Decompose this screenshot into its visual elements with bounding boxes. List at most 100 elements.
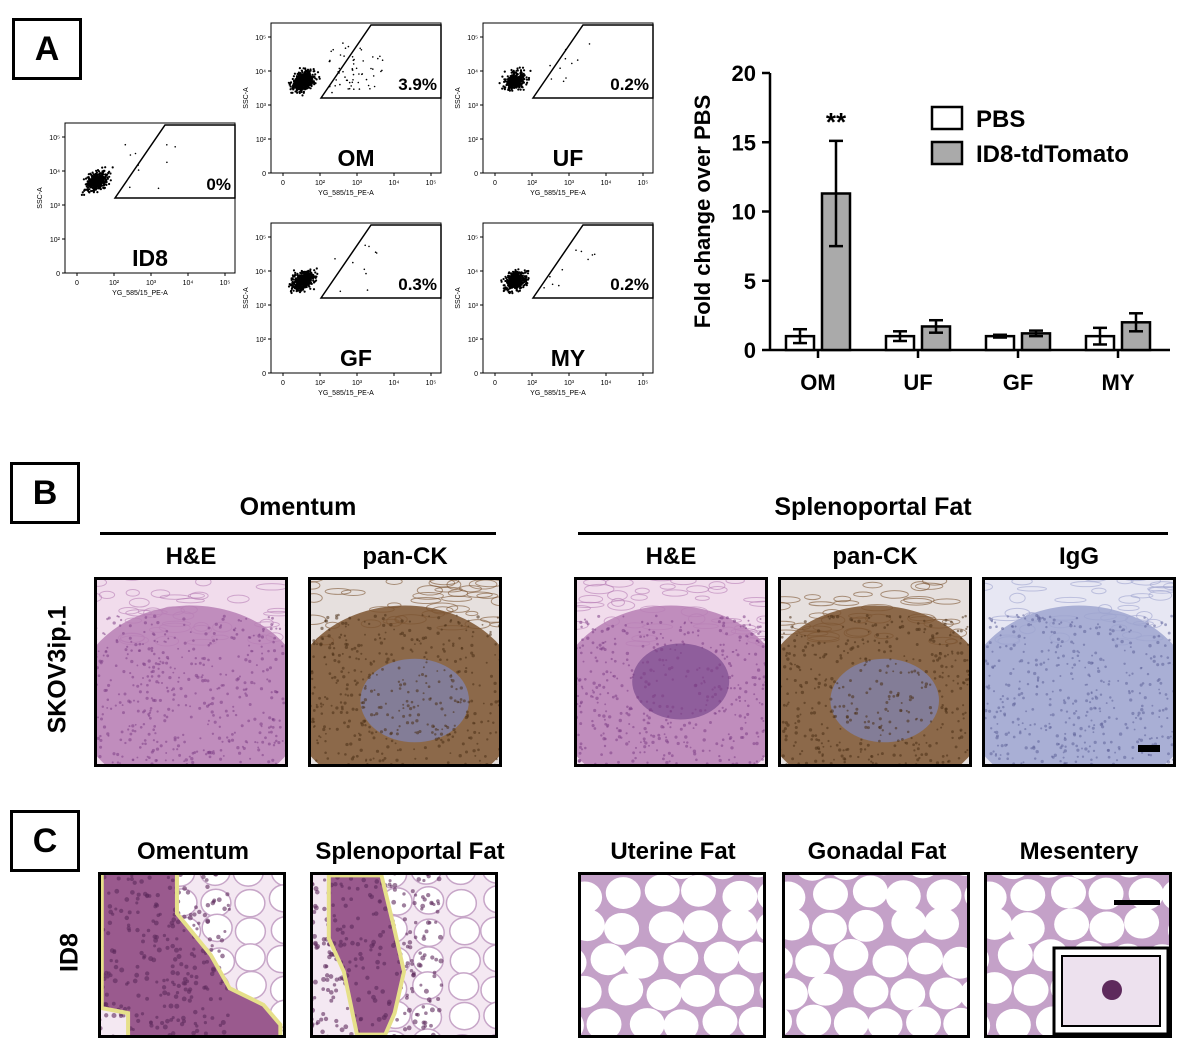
- sample-label: ID8: [132, 245, 168, 271]
- error-bar: [993, 333, 1007, 339]
- histology-image-b-0: [94, 577, 288, 767]
- y-tick-label: 10⁴: [255, 69, 266, 76]
- y-tick-label: 0: [262, 371, 266, 378]
- tile-border: [778, 577, 972, 767]
- gate-polygon: [319, 24, 442, 99]
- panel-label-b: B: [10, 462, 80, 524]
- x-tick-label: 10³: [146, 280, 157, 287]
- y-axis-label: SSC-A: [243, 287, 250, 309]
- x-tick-label: 10²: [527, 180, 538, 187]
- x-tick-label: 10³: [352, 380, 363, 387]
- flow-plot-om: 10⁵ 10⁴ 10³ 10² 0 0 10² 10³ 10⁴ 10⁵ SSC-A YG_585/15…: [243, 22, 442, 197]
- group-title-omentum: Omentum: [239, 493, 357, 521]
- x-tick-label: 10⁴: [389, 380, 400, 387]
- x-tick-label: 10⁴: [601, 180, 612, 187]
- event-dots: [498, 43, 591, 92]
- y-tick-label: 10⁵: [49, 135, 60, 142]
- gate-polygon: [113, 124, 236, 199]
- histology-image-c-0: [98, 872, 286, 1038]
- x-tick-label: 10³: [564, 180, 575, 187]
- error-bar: [1029, 329, 1043, 338]
- legend-entry: ID8-tdTomato: [976, 141, 1129, 168]
- y-axis-label: SSC-A: [455, 87, 462, 109]
- gate-percentage: 0.3%: [398, 275, 437, 294]
- tile-border: [574, 577, 768, 767]
- x-tick-label: 0: [75, 280, 79, 287]
- x-tick-label: MY: [1102, 370, 1135, 395]
- y-tick-label: 10⁴: [467, 69, 478, 76]
- x-tick-label: 10⁵: [426, 180, 437, 187]
- x-tick-label: 0: [281, 380, 285, 387]
- sample-label: UF: [553, 145, 584, 171]
- inset-image: [1052, 946, 1170, 1036]
- x-tick-label: 10⁵: [220, 280, 231, 287]
- flow-plot-id8: 10⁵ 10⁴ 10³ 10² 0 0 10² 10³ 10⁴ 10⁵ SSC-A YG_585/15…: [37, 122, 236, 297]
- tile-border: [94, 577, 288, 767]
- error-bar: [793, 327, 807, 345]
- y-tick-label: 10³: [256, 303, 267, 310]
- error-bar: [1093, 326, 1107, 346]
- row-label-id8: ID8: [55, 933, 84, 972]
- y-axis-label: SSC-A: [243, 87, 250, 109]
- sample-label: GF: [340, 345, 372, 371]
- x-tick-label: 0: [493, 380, 497, 387]
- tile-border: [984, 872, 1172, 1038]
- tissue-label-0: Omentum: [136, 838, 249, 865]
- histology-image-b-4: [982, 577, 1176, 767]
- tissue-label-1: Splenoportal Fat: [315, 838, 505, 865]
- event-dots: [80, 143, 176, 196]
- histology-image-b-1: [308, 577, 502, 767]
- x-tick-label: 10²: [109, 280, 120, 287]
- x-tick-label: 10⁴: [389, 180, 400, 187]
- x-tick-label: 10⁵: [638, 180, 649, 187]
- gate-percentage: 0%: [206, 175, 231, 194]
- sample-label: MY: [551, 345, 586, 371]
- histology-image-b-3: [778, 577, 972, 767]
- x-tick-label: 10⁵: [638, 380, 649, 387]
- y-tick-label: 10²: [256, 337, 267, 344]
- x-tick-label: 10²: [315, 180, 326, 187]
- y-tick-label: 10⁴: [467, 269, 478, 276]
- x-tick-label: OM: [800, 370, 835, 395]
- legend-entry: PBS: [976, 106, 1025, 133]
- x-tick-label: 10⁴: [183, 280, 194, 287]
- stain-label-1: pan-CK: [362, 543, 448, 570]
- x-tick-label: GF: [1003, 370, 1034, 395]
- tumor-outline: [99, 872, 283, 1038]
- y-tick-label: 0: [56, 271, 60, 278]
- y-tick-label: 10²: [468, 337, 479, 344]
- sample-label: OM: [337, 145, 374, 171]
- y-tick-label: 0: [474, 371, 478, 378]
- x-axis-label: YG_585/15_PE-A: [112, 290, 168, 297]
- stain-label-0: H&E: [165, 543, 217, 570]
- y-tick-label: 10⁵: [467, 235, 478, 242]
- y-tick-label: 0: [474, 171, 478, 178]
- x-tick-label: 10³: [564, 380, 575, 387]
- error-bar: [929, 318, 943, 334]
- tile-border: [578, 872, 766, 1038]
- tissue-label-4: Mesentery: [1019, 838, 1139, 865]
- y-tick-label: 20: [732, 61, 756, 86]
- flow-plot-my: 10⁵ 10⁴ 10³ 10² 0 0 10² 10³ 10⁴ 10⁵ SSC-A YG_585/15…: [455, 222, 654, 397]
- flow-plot-gf: 10⁵ 10⁴ 10³ 10² 0 0 10² 10³ 10⁴ 10⁵ SSC-A YG_585/15…: [243, 222, 442, 397]
- y-tick-label: 10⁴: [49, 169, 60, 176]
- tissue-label-2: Uterine Fat: [610, 838, 736, 865]
- tile-border: [308, 577, 502, 767]
- error-bar: [829, 139, 843, 248]
- y-tick-label: 10²: [256, 137, 267, 144]
- flow-plot-uf: 10⁵ 10⁴ 10³ 10² 0 0 10² 10³ 10⁴ 10⁵ SSC-A YG_585/15…: [455, 22, 654, 197]
- y-tick-label: 10²: [50, 237, 61, 244]
- y-axis-label: Fold change over PBS: [690, 95, 715, 329]
- event-dots: [287, 42, 384, 97]
- y-tick-label: 10⁵: [255, 35, 266, 42]
- scale-bar: [1114, 900, 1160, 905]
- panel-label-a: A: [12, 18, 82, 80]
- y-tick-label: 10³: [468, 303, 479, 310]
- significance-marker: **: [826, 107, 847, 137]
- event-dots: [287, 244, 378, 295]
- y-tick-label: 10⁵: [255, 235, 266, 242]
- histology-image-c-1: [310, 872, 498, 1038]
- x-tick-label: 10⁵: [426, 380, 437, 387]
- histology-image-c-4: [984, 872, 1172, 1038]
- gate-polygon: [319, 224, 442, 299]
